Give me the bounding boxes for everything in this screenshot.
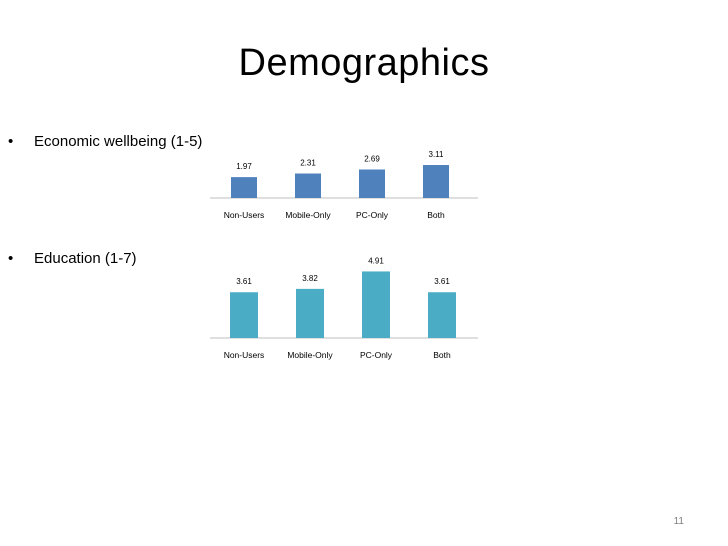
- page-number: 11: [673, 516, 684, 527]
- bar-both: [423, 165, 449, 198]
- data-label: 2.31: [300, 159, 316, 168]
- x-tick-label: Non-Users: [224, 210, 265, 220]
- bar-non-users: [231, 177, 257, 198]
- bar-pc-only: [359, 169, 385, 198]
- x-tick-label: Mobile-Only: [285, 210, 331, 220]
- data-label: 3.82: [302, 274, 318, 283]
- bullet-text: Economic wellbeing (1-5): [34, 133, 203, 150]
- bar-mobile-only: [295, 173, 321, 198]
- education-bar-chart: 3.61 Non-Users 3.82 Mobile-Only 4.91 PC-Only 3…: [210, 256, 478, 360]
- slide-title: Demographics: [238, 42, 490, 84]
- data-label: 2.69: [364, 154, 380, 163]
- bar-mobile-only: [296, 288, 324, 338]
- x-tick-label: PC-Only: [356, 210, 389, 220]
- x-tick-label: Mobile-Only: [287, 350, 333, 360]
- data-label: 3.11: [429, 150, 445, 159]
- data-label: 1.97: [236, 162, 252, 171]
- bar-non-users: [230, 292, 258, 338]
- bullet-symbol: •: [8, 250, 14, 267]
- bullet-symbol: •: [8, 133, 14, 150]
- x-tick-label: Both: [433, 350, 451, 360]
- bullet-economic-wellbeing: • Economic wellbeing (1-5): [8, 133, 202, 151]
- economic-wellbeing-bar-chart: 1.97 Non-Users 2.31 Mobile-Only 2.69 PC-Only 3…: [210, 150, 478, 220]
- bar-both: [428, 292, 456, 338]
- data-label: 3.61: [434, 277, 450, 286]
- data-label: 3.61: [236, 277, 252, 286]
- x-tick-label: Non-Users: [224, 350, 265, 360]
- data-label: 4.91: [368, 256, 384, 265]
- bullet-text: Education (1-7): [34, 250, 137, 267]
- bar-pc-only: [362, 271, 390, 338]
- bullet-education: • Education (1-7): [8, 250, 137, 268]
- x-tick-label: PC-Only: [360, 350, 393, 360]
- x-tick-label: Both: [427, 210, 445, 220]
